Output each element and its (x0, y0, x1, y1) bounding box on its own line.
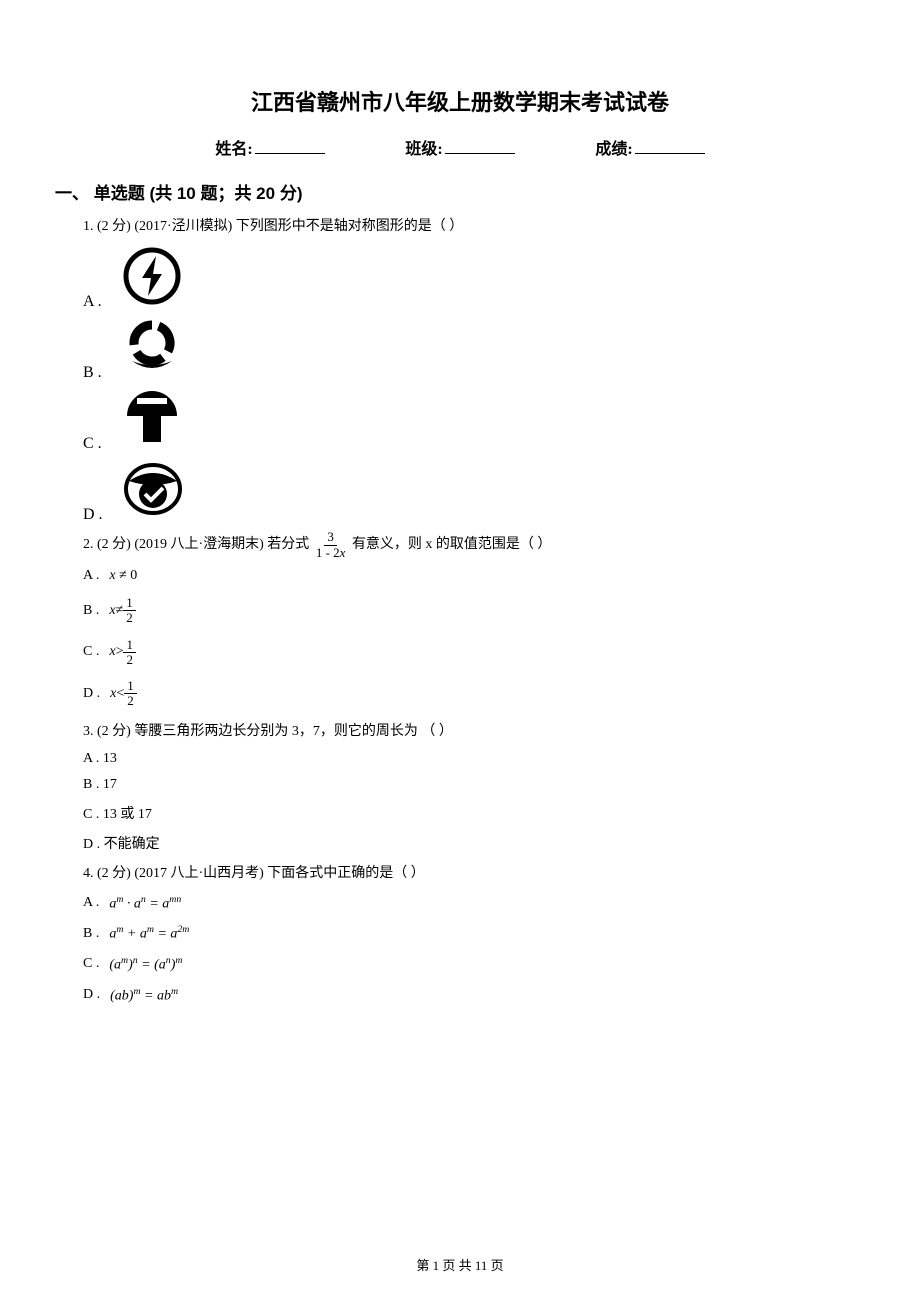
class-label: 班级: (405, 135, 442, 159)
q3-text: 3. (2 分) 等腰三角形两边长分别为 3，7，则它的周长为 （ ） (83, 721, 865, 743)
q1-c-label: C . (83, 435, 102, 453)
q2-frac-den: 1 - 2x (313, 546, 349, 560)
q2-d-label: D . (83, 686, 100, 702)
q2-a-math: x ≠ 0 (109, 568, 137, 584)
q4-option-b: B . am + am = a2m (83, 924, 865, 943)
q4-a-label: A . (83, 895, 99, 911)
q1-option-d: D . (83, 459, 865, 524)
q4-c-math: (am)n = (an)m (109, 955, 182, 974)
q4-text: 4. (2 分) (2017 八上·山西月考) 下面各式中正确的是（ ） (83, 863, 865, 885)
eye-check-icon (123, 459, 183, 524)
q3-option-c: C . 13 或 17 (83, 803, 865, 823)
q2-b-math: x ≠ 12 (109, 596, 135, 626)
q2-suffix: 有意义，则 x 的取值范围是（ ） (352, 537, 552, 552)
q2-text: 2. (2 分) (2019 八上·澄海期末) 若分式 3 1 - 2x 有意义… (83, 530, 865, 560)
class-blank (445, 153, 515, 154)
q2-c-math: x > 12 (109, 638, 136, 668)
q2-prefix: 2. (2 分) (2019 八上·澄海期末) 若分式 (83, 537, 313, 552)
q2-fraction: 3 1 - 2x (313, 530, 349, 560)
question-4: 4. (2 分) (2017 八上·山西月考) 下面各式中正确的是（ ） (83, 863, 865, 885)
q2-option-a: A . x ≠ 0 (83, 568, 865, 584)
name-blank (255, 153, 325, 154)
q4-d-math: (ab)m = abm (110, 986, 178, 1005)
class-field: 班级: (405, 135, 514, 159)
score-blank (635, 153, 705, 154)
question-1: 1. (2 分) (2017·泾川模拟) 下列图形中不是轴对称图形的是（ ） (83, 216, 865, 238)
q1-option-b: B . (83, 317, 865, 382)
question-3: 3. (2 分) 等腰三角形两边长分别为 3，7，则它的周长为 （ ） (83, 721, 865, 743)
q2-b-label: B . (83, 603, 99, 619)
q4-c-label: C . (83, 956, 99, 972)
q2-c-label: C . (83, 644, 99, 660)
lightning-circle-icon (122, 246, 182, 311)
mushroom-icon (122, 388, 182, 453)
q2-option-b: B . x ≠ 12 (83, 596, 865, 626)
q2-frac-num: 3 (324, 530, 337, 545)
name-label: 姓名: (215, 135, 252, 159)
page-footer: 第 1 页 共 11 页 (0, 1255, 920, 1274)
q1-option-a: A . (83, 246, 865, 311)
q2-option-d: D . x < 12 (83, 679, 865, 709)
q2-d-math: x < 12 (110, 679, 137, 709)
q1-option-c: C . (83, 388, 865, 453)
q4-d-label: D . (83, 987, 100, 1003)
q2-option-c: C . x > 12 (83, 638, 865, 668)
name-field: 姓名: (215, 135, 324, 159)
q3-option-b: B . 17 (83, 777, 865, 793)
q1-d-label: D . (83, 506, 103, 524)
q1-b-label: B . (83, 364, 102, 382)
q1-a-label: A . (83, 293, 102, 311)
q4-a-math: am · an = amn (109, 894, 181, 913)
q4-b-label: B . (83, 926, 99, 942)
page-title: 江西省赣州市八年级上册数学期末考试试卷 (55, 85, 865, 117)
header-row: 姓名: 班级: 成绩: (55, 135, 865, 159)
q3-option-a: A . 13 (83, 751, 865, 767)
q4-option-d: D . (ab)m = abm (83, 986, 865, 1005)
lotus-icon (122, 317, 182, 382)
question-2: 2. (2 分) (2019 八上·澄海期末) 若分式 3 1 - 2x 有意义… (83, 530, 865, 560)
section-1-title: 一、 单选题 (共 10 题；共 20 分) (55, 179, 865, 204)
q2-a-label: A . (83, 568, 99, 584)
q1-text: 1. (2 分) (2017·泾川模拟) 下列图形中不是轴对称图形的是（ ） (83, 216, 865, 238)
q4-option-c: C . (am)n = (an)m (83, 955, 865, 974)
q3-option-d: D . 不能确定 (83, 833, 865, 853)
score-label: 成绩: (595, 135, 632, 159)
q4-option-a: A . am · an = amn (83, 894, 865, 913)
score-field: 成绩: (595, 135, 704, 159)
q4-b-math: am + am = a2m (109, 924, 189, 943)
